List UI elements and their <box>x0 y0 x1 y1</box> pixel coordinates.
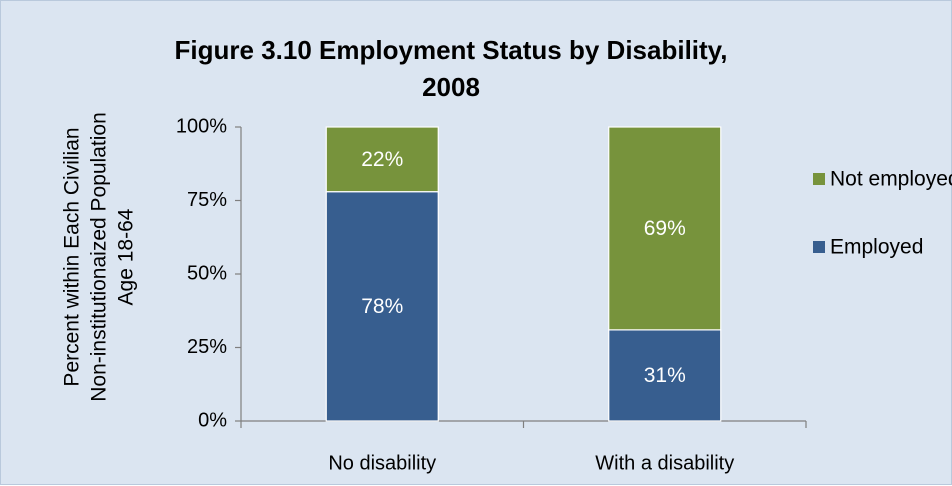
bar-segment-not-employed <box>325 126 439 193</box>
bar-segment-not-employed <box>608 126 722 331</box>
y-axis-label-line-2: Non-institutionaized Population <box>88 112 111 402</box>
legend-swatch-not-employed <box>813 173 825 185</box>
legend-swatch-employed <box>813 241 825 253</box>
data-label-employed: 31% <box>644 364 686 387</box>
y-axis-label: Percent within Each Civilian Non-institut… <box>61 112 138 402</box>
y-axis-label-line-1: Percent within Each Civilian <box>61 127 84 386</box>
legend-label-employed: Employed <box>830 236 923 259</box>
chart-title-line-2: 2008 <box>422 72 480 102</box>
bars: 78% 22% 31% 69% <box>325 126 722 422</box>
x-tick-label: With a disability <box>595 452 734 474</box>
x-tick-label: No disability <box>328 452 436 474</box>
data-label-employed: 78% <box>361 295 403 318</box>
y-tick-label: 100% <box>176 115 227 137</box>
x-axis: No disability With a disability <box>240 420 807 474</box>
y-tick-label: 75% <box>187 189 227 211</box>
y-tick-label: 0% <box>198 409 227 431</box>
y-tick-label: 50% <box>187 262 227 284</box>
y-axis-label-line-3: Age 18-64 <box>115 208 138 305</box>
y-tick-label: 25% <box>187 336 227 358</box>
legend-label-not-employed: Not employed <box>830 168 952 191</box>
chart-title-line-1: Figure 3.10 Employment Status by Disabil… <box>174 35 728 65</box>
data-label-not-employed: 69% <box>644 217 686 240</box>
bar-segment-employed <box>608 329 722 422</box>
data-label-not-employed: 22% <box>361 148 403 171</box>
bar-segment-employed <box>325 191 439 422</box>
legend: Not employed Employed <box>813 168 952 259</box>
y-axis: 0% 25% 50% 75% 100% <box>176 115 242 431</box>
